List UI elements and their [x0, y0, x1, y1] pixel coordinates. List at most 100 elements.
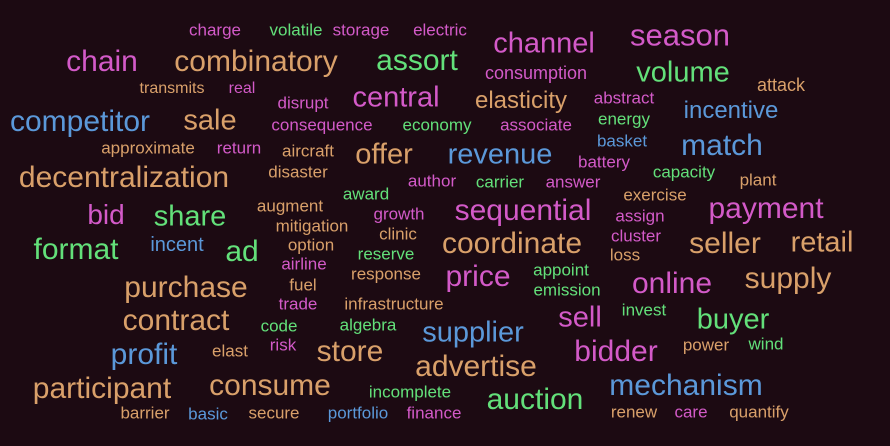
word-fuel: fuel [289, 275, 317, 295]
word-assign: assign [615, 206, 665, 226]
word-abstract: abstract [593, 88, 655, 108]
word-approximate: approximate [101, 138, 195, 158]
word-energy: energy [598, 109, 650, 129]
word-incent: incent [150, 234, 204, 256]
word-assort: assort [376, 44, 458, 77]
word-disaster: disaster [268, 162, 328, 182]
word-finance: finance [406, 403, 462, 423]
word-airline: airline [281, 254, 327, 274]
word-capacity: capacity [652, 162, 716, 182]
word-author: author [407, 171, 457, 191]
word-contract: contract [122, 304, 230, 337]
word-sell: sell [558, 301, 602, 334]
word-economy: economy [402, 115, 472, 135]
word-online: online [631, 267, 713, 300]
word-elast: elast [212, 341, 248, 361]
word-revenue: revenue [447, 138, 553, 171]
word-barrier: barrier [120, 403, 170, 423]
word-volume: volume [636, 56, 730, 89]
word-carrier: carrier [475, 172, 525, 192]
word-associate: associate [500, 115, 572, 135]
word-emission: emission [533, 280, 601, 300]
word-code: code [260, 316, 298, 336]
word-electric: electric [413, 20, 467, 40]
word-basic: basic [188, 404, 228, 424]
word-season: season [630, 17, 730, 53]
word-price: price [445, 260, 511, 293]
word-store: store [316, 335, 384, 368]
word-sale: sale [183, 104, 237, 137]
word-risk: risk [269, 335, 297, 355]
word-algebra: algebra [339, 315, 397, 335]
word-invest: invest [621, 300, 667, 320]
word-renew: renew [610, 402, 658, 422]
word-supplier: supplier [422, 316, 524, 349]
word-quantify: quantify [729, 402, 789, 422]
word-participant: participant [32, 372, 172, 405]
word-buyer: buyer [696, 303, 770, 336]
word-ad: ad [225, 235, 259, 268]
word-retail: retail [790, 226, 854, 259]
word-match: match [681, 129, 763, 162]
word-combinatory: combinatory [174, 45, 338, 78]
word-coordinate: coordinate [441, 227, 583, 260]
word-power: power [682, 335, 730, 355]
word-supply: supply [744, 262, 832, 295]
word-bid: bid [87, 199, 125, 230]
word-response: response [351, 264, 421, 284]
word-cluster: cluster [610, 226, 662, 246]
word-profit: profit [110, 338, 178, 371]
word-sequential: sequential [454, 194, 592, 227]
word-exercise: exercise [623, 185, 687, 205]
word-incomplete: incomplete [368, 382, 452, 402]
word-return: return [216, 138, 262, 158]
word-infrastructure: infrastructure [344, 294, 444, 314]
word-chain: chain [66, 45, 138, 78]
word-appoint: appoint [533, 260, 589, 280]
word-payment: payment [708, 192, 824, 225]
word-central: central [352, 81, 440, 114]
word-offer: offer [355, 138, 413, 171]
word-elasticity: elasticity [474, 87, 568, 114]
word-consume: consume [209, 369, 331, 402]
word-reserve: reserve [357, 244, 415, 264]
word-augment: augment [256, 196, 324, 216]
word-portfolio: portfolio [327, 403, 389, 423]
word-purchase: purchase [124, 271, 248, 304]
word-secure: secure [248, 403, 300, 423]
word-seller: seller [689, 227, 761, 260]
word-battery: battery [578, 152, 630, 172]
word-charge: charge [189, 20, 241, 40]
word-incentive: incentive [683, 97, 779, 124]
word-share: share [153, 200, 227, 233]
word-consequence: consequence [271, 115, 373, 135]
word-aircraft: aircraft [282, 141, 334, 161]
word-mitigation: mitigation [275, 216, 349, 236]
word-plant: plant [739, 170, 777, 190]
word-care: care [674, 402, 708, 422]
word-competitor: competitor [9, 105, 151, 138]
word-mechanism: mechanism [609, 369, 763, 402]
word-loss: loss [609, 245, 641, 265]
word-attack: attack [756, 75, 806, 95]
word-option: option [287, 235, 335, 255]
word-answer: answer [545, 172, 601, 192]
word-wind: wind [748, 334, 784, 354]
word-basket: basket [596, 131, 648, 151]
word-transmits: transmits [139, 80, 205, 97]
word-bidder: bidder [574, 335, 658, 368]
word-volatile: volatile [269, 20, 323, 40]
word-trade: trade [278, 294, 318, 314]
word-growth: growth [373, 204, 425, 224]
word-consumption: consumption [484, 63, 588, 83]
word-award: award [342, 184, 390, 204]
word-auction: auction [486, 383, 584, 416]
word-disrupt: disrupt [277, 93, 329, 113]
word-format: format [33, 233, 119, 266]
word-decentralization: decentralization [18, 161, 230, 194]
word-advertise: advertise [415, 350, 537, 383]
word-storage: storage [332, 20, 390, 40]
word-real: real [228, 80, 256, 97]
word-channel: channel [493, 27, 595, 60]
